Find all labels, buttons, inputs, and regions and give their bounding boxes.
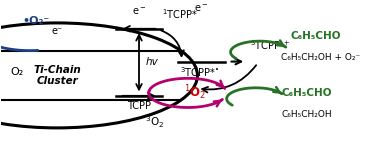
Text: C₆H₅CH₂OH: C₆H₅CH₂OH: [281, 110, 332, 119]
Text: e⁻: e⁻: [52, 26, 63, 36]
Text: e$^-$: e$^-$: [194, 3, 208, 14]
Text: e$^-$: e$^-$: [132, 6, 146, 17]
Text: C₆H₅CH₂OH + O₂⁻: C₆H₅CH₂OH + O₂⁻: [281, 53, 361, 62]
Text: O₂: O₂: [11, 67, 24, 77]
Text: $^3$O$_2$: $^3$O$_2$: [145, 114, 164, 130]
Text: •O₂⁻: •O₂⁻: [22, 17, 49, 27]
Text: TCPP: TCPP: [127, 101, 151, 111]
Text: $^3$TCPP $^+$: $^3$TCPP $^+$: [250, 38, 291, 52]
Text: $^1$TCPP*: $^1$TCPP*: [162, 8, 198, 21]
Text: $^1$O$_2$: $^1$O$_2$: [185, 84, 206, 102]
Text: $^3$TCPP*$^•$: $^3$TCPP*$^•$: [180, 65, 219, 79]
Text: hv: hv: [146, 57, 159, 67]
Text: Ti-Chain
Cluster: Ti-Chain Cluster: [33, 65, 81, 86]
Text: C₆H₅CHO: C₆H₅CHO: [291, 31, 341, 41]
Text: C₆H₅CHO: C₆H₅CHO: [281, 88, 332, 98]
